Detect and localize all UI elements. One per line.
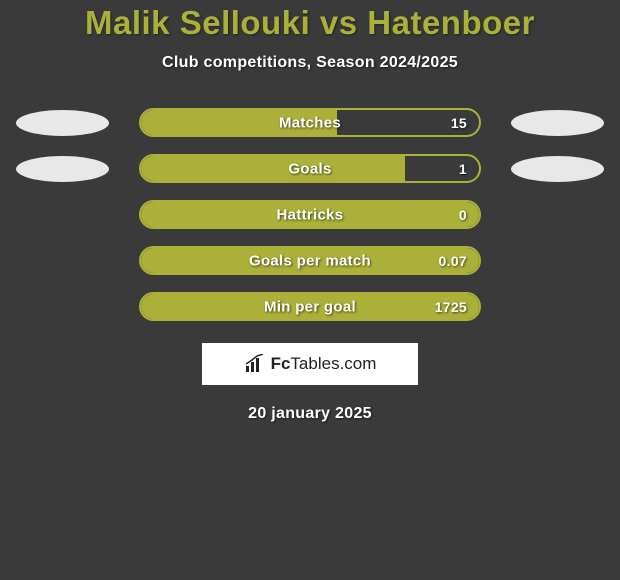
stat-value: 0.07 (439, 253, 467, 269)
subtitle: Club competitions, Season 2024/2025 (0, 54, 620, 72)
fctables-logo: FcTables.com (202, 343, 418, 385)
player-right-marker (511, 248, 604, 274)
stat-value: 1725 (435, 299, 467, 315)
stat-label: Goals (288, 160, 331, 177)
player-left-marker (16, 156, 109, 182)
stat-bar: Hattricks 0 (139, 200, 481, 229)
stat-bar: Goals 1 (139, 154, 481, 183)
stats-comparison-card: Malik Sellouki vs Hatenboer Club competi… (0, 0, 620, 423)
stat-bar: Min per goal 1725 (139, 292, 481, 321)
stat-bar: Matches 15 (139, 108, 481, 137)
player-right-marker (511, 110, 604, 136)
stat-value: 0 (459, 207, 467, 223)
stat-label: Min per goal (264, 298, 356, 315)
logo-text: FcTables.com (271, 354, 377, 374)
stats-list: Matches 15 Goals 1 Hattricks 0 Goals per match… (0, 108, 620, 321)
stat-row: Matches 15 (0, 108, 620, 137)
chart-icon (244, 354, 266, 374)
stat-label: Matches (279, 114, 341, 131)
player-right-marker (511, 294, 604, 320)
player-left-marker (16, 294, 109, 320)
stat-bar-fill (141, 156, 405, 181)
stat-row: Goals 1 (0, 154, 620, 183)
stat-row: Min per goal 1725 (0, 292, 620, 321)
stat-value: 15 (451, 115, 467, 131)
player-left-marker (16, 110, 109, 136)
stat-value: 1 (459, 161, 467, 177)
stat-label: Hattricks (277, 206, 344, 223)
player-left-marker (16, 248, 109, 274)
page-title: Malik Sellouki vs Hatenboer (0, 4, 620, 42)
player-left-marker (16, 202, 109, 228)
snapshot-date: 20 january 2025 (0, 405, 620, 423)
stat-bar: Goals per match 0.07 (139, 246, 481, 275)
stat-label: Goals per match (249, 252, 371, 269)
player-right-marker (511, 156, 604, 182)
stat-row: Goals per match 0.07 (0, 246, 620, 275)
stat-row: Hattricks 0 (0, 200, 620, 229)
player-right-marker (511, 202, 604, 228)
